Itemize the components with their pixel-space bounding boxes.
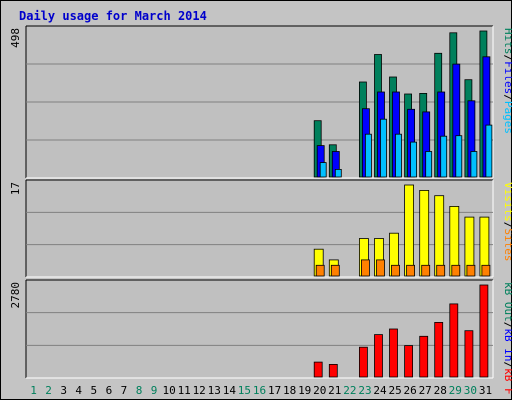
bar-sites-day-30 xyxy=(466,264,476,277)
bar-pages-day-31 xyxy=(485,124,493,178)
x-tick-13: 13 xyxy=(208,384,221,397)
bar-kb-f-day-30 xyxy=(464,330,474,378)
x-tick-2: 2 xyxy=(45,384,52,397)
bar-visits-day-27 xyxy=(419,189,430,277)
legend-entry: / xyxy=(502,94,512,101)
legend-entry: / xyxy=(502,322,512,329)
bar-pages-day-26 xyxy=(410,141,418,178)
legend-hits-files-pages: Hits/Files/Pages xyxy=(502,28,512,134)
x-tick-26: 26 xyxy=(403,384,416,397)
legend-entry: kB F xyxy=(502,368,512,395)
y-max-label: 17 xyxy=(9,182,22,195)
bar-pages-day-28 xyxy=(440,135,448,178)
x-tick-21: 21 xyxy=(328,384,341,397)
bar-pages-day-24 xyxy=(380,118,387,178)
bar-kb-f-day-21 xyxy=(328,363,338,378)
bar-sites-day-24 xyxy=(376,259,385,277)
x-tick-3: 3 xyxy=(60,384,67,397)
x-tick-16: 16 xyxy=(253,384,266,397)
legend-entry: / xyxy=(502,222,512,229)
x-tick-10: 10 xyxy=(162,384,175,397)
bars-kbytes xyxy=(313,284,489,378)
x-tick-18: 18 xyxy=(283,384,296,397)
bars-visits-sites xyxy=(313,184,491,277)
bar-sites-day-25 xyxy=(391,264,400,277)
x-tick-22: 22 xyxy=(343,384,356,397)
legend-entry: Sites xyxy=(502,228,512,261)
bar-kb-f-day-27 xyxy=(419,335,429,378)
x-tick-31: 31 xyxy=(479,384,492,397)
bar-pages-day-30 xyxy=(470,151,478,178)
legend-entry: kB Out xyxy=(502,282,512,322)
panel-visits-sites: 17 Visits/Sites xyxy=(9,179,512,278)
bar-pages-day-27 xyxy=(425,151,433,178)
x-tick-labels: 1 2 3 4 5 6 7 8 9 10 11 12 13 14 15 16 17 18 19 20 21 22 23 24 2… xyxy=(30,384,492,397)
x-tick-14: 14 xyxy=(223,384,237,397)
x-tick-19: 19 xyxy=(298,384,311,397)
x-tick-20: 20 xyxy=(313,384,326,397)
bar-sites-day-20 xyxy=(315,264,325,277)
y-max-label: 498 xyxy=(9,28,22,48)
x-tick-6: 6 xyxy=(106,384,113,397)
bar-sites-day-29 xyxy=(451,264,461,277)
x-tick-11: 11 xyxy=(178,384,191,397)
x-tick-28: 28 xyxy=(434,384,447,397)
bar-sites-day-21 xyxy=(330,264,340,277)
bar-sites-day-31 xyxy=(481,264,491,277)
bar-kb-f-day-28 xyxy=(434,321,444,378)
bar-pages-day-20 xyxy=(319,162,327,178)
bar-sites-day-28 xyxy=(436,264,446,277)
y-max-label: 2780 xyxy=(9,282,22,309)
x-tick-15: 15 xyxy=(238,384,251,397)
x-tick-17: 17 xyxy=(268,384,281,397)
bar-kb-f-day-26 xyxy=(404,345,414,378)
bar-kb-f-day-20 xyxy=(313,361,323,378)
bar-visits-day-28 xyxy=(434,195,445,277)
x-tick-30: 30 xyxy=(464,384,477,397)
bar-pages-day-25 xyxy=(395,133,402,178)
x-tick-7: 7 xyxy=(121,384,128,397)
legend-entry: Files xyxy=(502,61,512,94)
bar-pages-day-29 xyxy=(455,135,463,178)
legend-entry: Pages xyxy=(502,101,512,134)
x-tick-12: 12 xyxy=(193,384,206,397)
bar-kb-f-day-24 xyxy=(374,334,383,378)
plot-area xyxy=(26,280,493,378)
legend-entry: Visits xyxy=(502,182,512,222)
bar-visits-day-26 xyxy=(404,184,415,277)
x-tick-1: 1 xyxy=(30,384,37,397)
bar-sites-day-27 xyxy=(421,264,431,277)
bar-kb-f-day-23 xyxy=(358,346,368,378)
x-tick-29: 29 xyxy=(449,384,462,397)
x-tick-24: 24 xyxy=(373,384,387,397)
x-tick-25: 25 xyxy=(388,384,401,397)
chart-title: Daily usage for March 2014 xyxy=(19,9,207,23)
bars-hits-files-pages xyxy=(313,30,493,178)
legend-entry: Hits xyxy=(502,28,512,55)
bar-pages-day-21 xyxy=(334,168,342,178)
legend-visits-sites: Visits/Sites xyxy=(502,182,512,262)
x-tick-4: 4 xyxy=(75,384,82,397)
legend-entry: / xyxy=(502,362,512,369)
legend-entry: kB In xyxy=(502,328,512,361)
plot-area xyxy=(26,180,493,277)
bar-kb-f-day-31 xyxy=(479,284,489,378)
bar-kb-f-day-29 xyxy=(449,303,459,378)
x-tick-8: 8 xyxy=(136,384,143,397)
chart-panels: 498Hits/Files/Pages17Visits/Sites2780kB … xyxy=(9,25,512,395)
bar-sites-day-26 xyxy=(406,264,416,277)
bar-sites-day-23 xyxy=(360,259,370,277)
x-tick-23: 23 xyxy=(358,384,371,397)
legend-entry: / xyxy=(502,55,512,62)
legend-kbytes: kB Out/kB In/kB F xyxy=(502,282,512,395)
x-tick-5: 5 xyxy=(90,384,97,397)
bar-pages-day-23 xyxy=(364,133,372,178)
bar-kb-f-day-25 xyxy=(389,328,398,378)
x-tick-9: 9 xyxy=(151,384,158,397)
x-tick-27: 27 xyxy=(419,384,432,397)
